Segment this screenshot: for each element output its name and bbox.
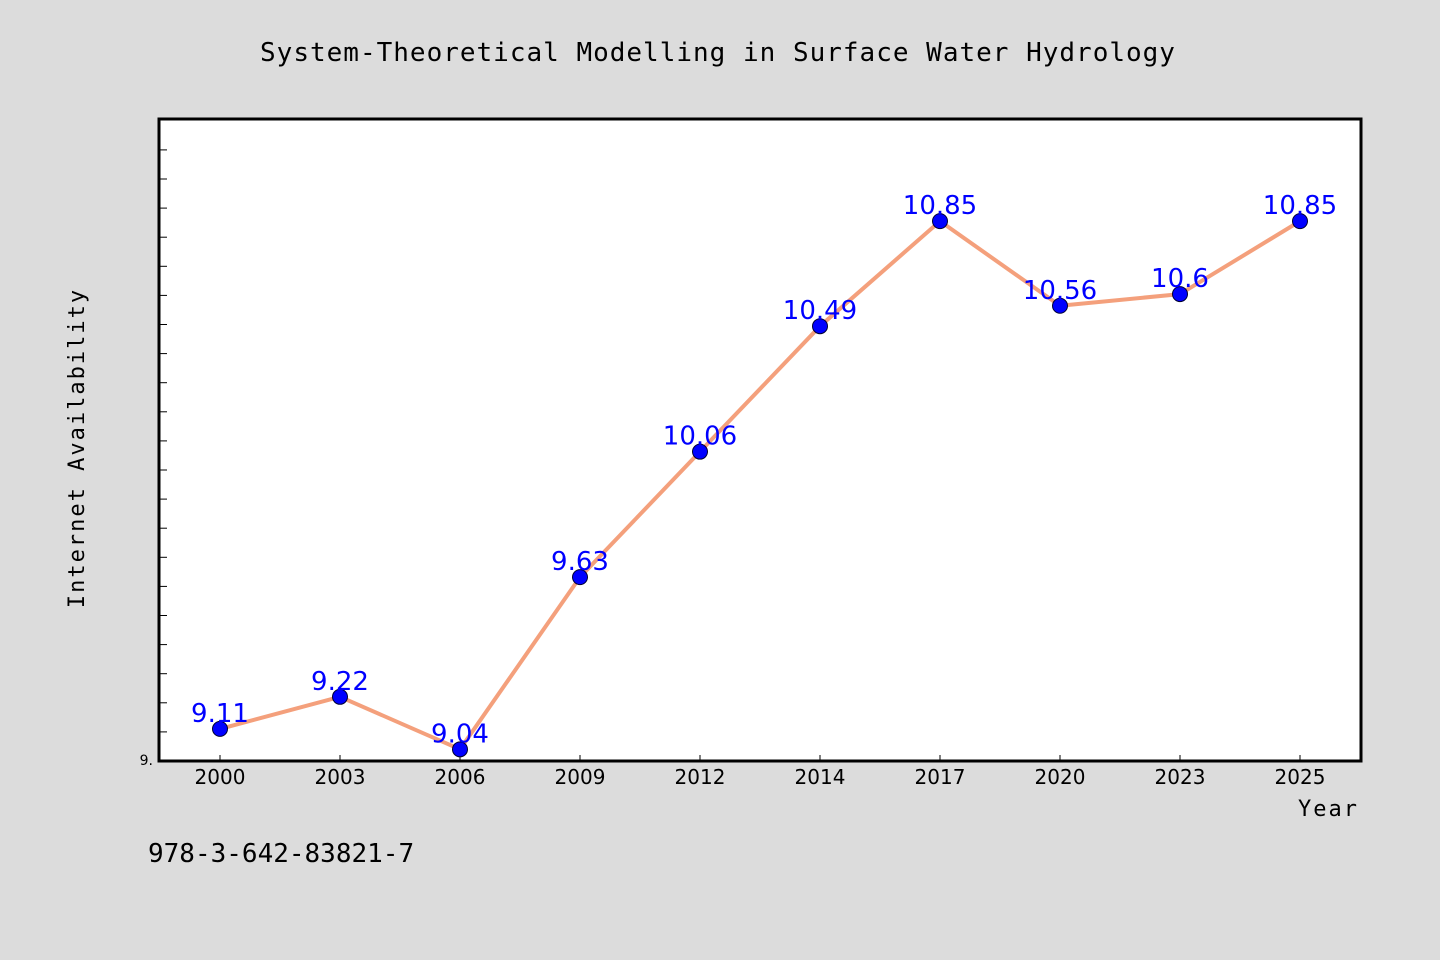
data-label: 10.6 [1151,264,1209,294]
data-point [332,688,348,705]
x-tick-label: 2009 [555,765,606,789]
data-label: 10.85 [1263,191,1337,221]
x-axis-label: Year [1298,797,1359,822]
data-point [692,443,708,460]
series-group [212,213,1308,758]
data-label: 9.63 [551,547,609,577]
data-label: 10.85 [903,191,977,221]
footnote-isbn: 978-3-642-83821-7 [148,839,414,869]
x-tick-label: 2003 [315,765,366,789]
data-label: 10.49 [783,296,857,326]
data-point [1292,213,1308,230]
x-tick-label: 2012 [675,765,726,789]
data-labels: 9.11 9.22 9.04 9.63 10.06 10.49 10.85 10.56 10.6… [191,191,1337,749]
x-tick-label: 2020 [1035,765,1086,789]
chart-title: System-Theoretical Modelling in Surface … [260,38,1176,68]
data-label: 9.04 [431,719,489,749]
data-point [812,318,828,335]
data-point [452,741,468,758]
x-tick-label: 2017 [915,765,966,789]
y-tick-label: 9. [140,753,153,769]
data-label: 10.06 [663,422,737,452]
x-tick-label: 2023 [1155,765,1206,789]
y-axis-ticks [159,149,167,733]
x-axis-ticks: 2000 2003 2006 2009 2012 2014 2017 2020 2023 2025 [195,755,1326,789]
x-tick-label: 2025 [1275,765,1326,789]
y-axis-label: Internet Availability [65,288,90,608]
x-tick-label: 2000 [195,765,246,789]
data-label: 9.22 [311,667,369,697]
x-tick-label: 2006 [435,765,486,789]
x-tick-label: 2014 [795,765,846,789]
data-point [1172,286,1188,303]
data-label: 9.11 [191,699,249,729]
data-point [212,720,228,737]
data-point [1052,297,1068,314]
data-point [932,213,948,230]
data-point [572,569,588,586]
plot-area [157,117,1363,763]
data-label: 10.56 [1023,276,1097,306]
series-line [218,219,1302,752]
